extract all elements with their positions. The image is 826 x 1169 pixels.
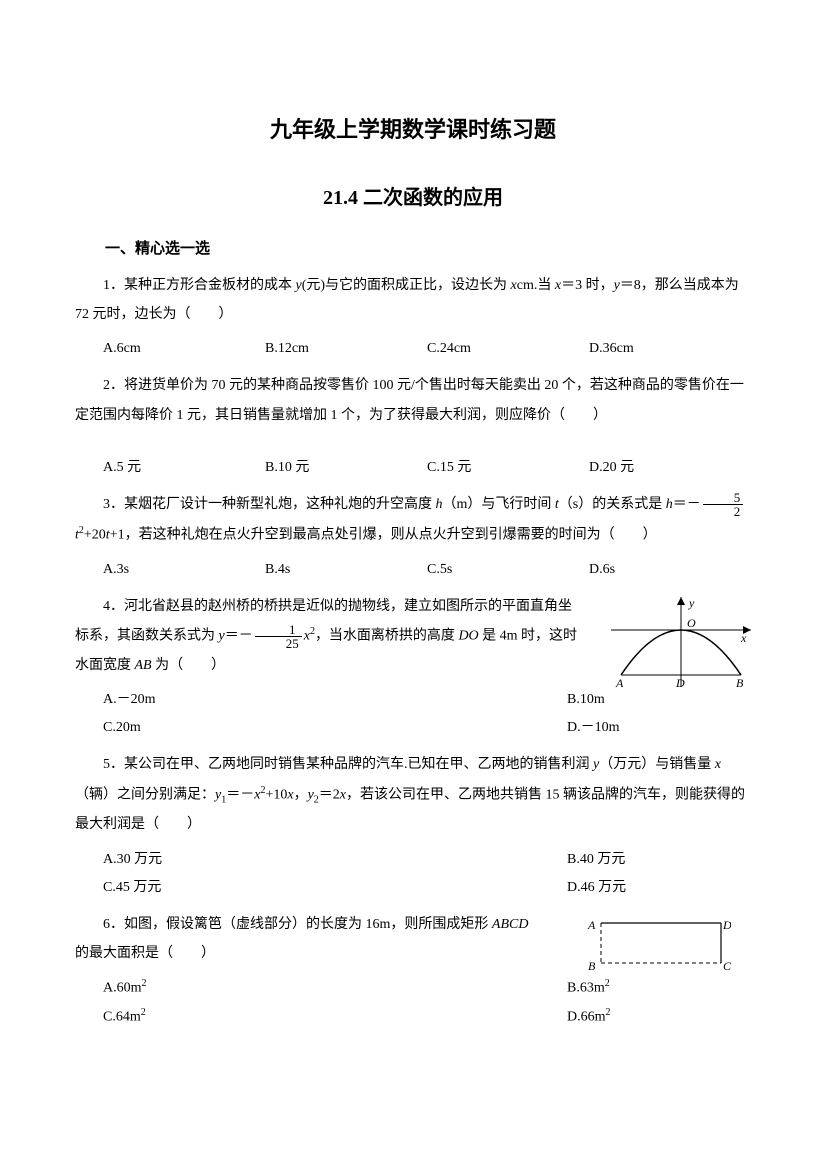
option-a: A.30 万元 bbox=[103, 846, 427, 874]
option-b: B.4s bbox=[265, 556, 427, 584]
sub-title: 21.4 二次函数的应用 bbox=[75, 180, 751, 216]
opt-text: B.63m bbox=[567, 981, 605, 996]
q4-text: ＝－ bbox=[225, 629, 253, 644]
q4-text: ，当水面离桥拱的高度 bbox=[315, 629, 459, 644]
option-a: A.6cm bbox=[103, 335, 265, 363]
option-d: D.6s bbox=[589, 556, 751, 584]
option-c: C.20m bbox=[103, 714, 427, 742]
q5-text: （辆）之间分别满足： bbox=[75, 787, 215, 802]
q5-text: ， bbox=[294, 787, 308, 802]
frac-den: 2 bbox=[703, 505, 744, 518]
question-1: 1．某种正方形合金板材的成本 y(元)与它的面积成正比，设边长为 xcm.当 x… bbox=[75, 271, 751, 330]
q3-text: （m）与飞行时间 bbox=[443, 497, 555, 512]
option-c: C.15 元 bbox=[427, 454, 589, 482]
q1-text: (元)与它的面积成正比，设边长为 bbox=[302, 278, 511, 293]
frac-den: 25 bbox=[255, 637, 302, 650]
exponent: 2 bbox=[142, 978, 147, 989]
option-c: C.24cm bbox=[427, 335, 589, 363]
label-B: B bbox=[588, 959, 596, 973]
option-b: B.12cm bbox=[265, 335, 427, 363]
option-b: B.10 元 bbox=[265, 454, 427, 482]
label-D: D bbox=[722, 918, 731, 932]
opt-text: C.64m bbox=[103, 1010, 141, 1025]
var-ABCD: ABCD bbox=[492, 917, 529, 932]
main-title: 九年级上学期数学课时练习题 bbox=[75, 110, 751, 150]
option-c: C.64m2 bbox=[103, 1003, 427, 1032]
parabola-figure: O x y A D B bbox=[611, 597, 751, 687]
label-A: A bbox=[587, 918, 596, 932]
question-3: 3．某烟花厂设计一种新型礼炮，这种礼炮的升空高度 h（m）与飞行时间 t（s）的… bbox=[75, 490, 751, 549]
frac-num: 5 bbox=[703, 491, 744, 505]
fraction: 125 bbox=[255, 623, 302, 650]
var-AB: AB bbox=[135, 658, 152, 673]
option-b: B.40 万元 bbox=[427, 846, 751, 874]
q3-text: 3．某烟花厂设计一种新型礼炮，这种礼炮的升空高度 bbox=[103, 497, 436, 512]
question-4: 4．河北省赵县的赵州桥的桥拱是近似的抛物线，建立如图所示的平面直角坐标系，其函数… bbox=[75, 592, 585, 681]
option-a: A.3s bbox=[103, 556, 265, 584]
q5-text: +10 bbox=[265, 787, 287, 802]
q3-text: （s）的关系式是 bbox=[559, 497, 666, 512]
q1-options: A.6cm B.12cm C.24cm D.36cm bbox=[103, 335, 751, 363]
q1-text: 1．某种正方形合金板材的成本 bbox=[103, 278, 296, 293]
q5-text: ＝2 bbox=[319, 787, 340, 802]
option-a: A.－20m bbox=[103, 686, 427, 714]
option-d: D.36cm bbox=[589, 335, 751, 363]
opt-text: D.66m bbox=[567, 1010, 606, 1025]
exponent: 2 bbox=[606, 1007, 611, 1018]
option-d: D.66m2 bbox=[427, 1003, 751, 1032]
question-6: 6．如图，假设篱笆（虚线部分）的长度为 16m，则所围成矩形 ABCD 的最大面… bbox=[75, 910, 545, 969]
question-5: 5．某公司在甲、乙两地同时销售某种品牌的汽车.已知在甲、乙两地的销售利润 y（万… bbox=[75, 750, 751, 839]
q5-text: 5．某公司在甲、乙两地同时销售某种品牌的汽车.已知在甲、乙两地的销售利润 bbox=[103, 757, 593, 772]
q3-options: A.3s B.4s C.5s D.6s bbox=[103, 556, 751, 584]
option-c: C.45 万元 bbox=[103, 874, 427, 902]
rectangle-figure: A D B C bbox=[586, 918, 731, 980]
frac-num: 1 bbox=[255, 623, 302, 637]
section-header: 一、精心选一选 bbox=[75, 236, 751, 263]
label-D: D bbox=[675, 676, 685, 687]
var-h: h bbox=[666, 497, 673, 512]
q4-options: A.－20m B.10m C.20m D.－10m bbox=[103, 686, 751, 742]
option-d: D.20 元 bbox=[589, 454, 751, 482]
q6-options: A.60m2 B.63m2 C.64m2 D.66m2 bbox=[103, 974, 751, 1031]
option-a: A.5 元 bbox=[103, 454, 265, 482]
q6-text: 6．如图，假设篱笆（虚线部分）的长度为 16m，则所围成矩形 bbox=[103, 917, 492, 932]
q6-text: 的最大面积是（ ） bbox=[75, 946, 215, 961]
label-A: A bbox=[615, 676, 624, 687]
var-h: h bbox=[436, 497, 443, 512]
label-O: O bbox=[687, 616, 696, 630]
fraction: 52 bbox=[703, 491, 744, 518]
var-x: x bbox=[715, 757, 721, 772]
option-d: D.－10m bbox=[427, 714, 751, 742]
opt-text: A.60m bbox=[103, 981, 142, 996]
option-b: B.10m bbox=[427, 686, 751, 714]
q2-text: 2．将进货单价为 70 元的某种商品按零售价 100 元/个售出时每天能卖出 2… bbox=[75, 378, 744, 422]
exponent: 2 bbox=[605, 978, 610, 989]
question-2: 2．将进货单价为 70 元的某种商品按零售价 100 元/个售出时每天能卖出 2… bbox=[75, 371, 751, 430]
q1-text: ＝3 时， bbox=[561, 278, 614, 293]
var-DO: DO bbox=[458, 629, 478, 644]
q1-text: cm.当 bbox=[517, 278, 555, 293]
q5-text: ＝－ bbox=[226, 787, 254, 802]
label-y: y bbox=[688, 597, 695, 610]
q3-text: +1，若这种礼炮在点火升空到最高点处引爆，则从点火升空到引爆需要的时间为（ ） bbox=[110, 527, 657, 542]
q5-text: （万元）与销售量 bbox=[599, 757, 715, 772]
q3-text: ＝－ bbox=[673, 497, 701, 512]
q4-text: 为（ ） bbox=[152, 658, 226, 673]
label-C: C bbox=[723, 959, 731, 973]
q5-options: A.30 万元 B.40 万元 C.45 万元 D.46 万元 bbox=[103, 846, 751, 902]
q3-text: +20 bbox=[84, 527, 106, 542]
exponent: 2 bbox=[141, 1007, 146, 1018]
option-d: D.46 万元 bbox=[427, 874, 751, 902]
option-c: C.5s bbox=[427, 556, 589, 584]
label-x: x bbox=[740, 631, 747, 645]
q2-options: A.5 元 B.10 元 C.15 元 D.20 元 bbox=[103, 454, 751, 482]
label-B: B bbox=[736, 676, 744, 687]
option-a: A.60m2 bbox=[103, 974, 427, 1003]
